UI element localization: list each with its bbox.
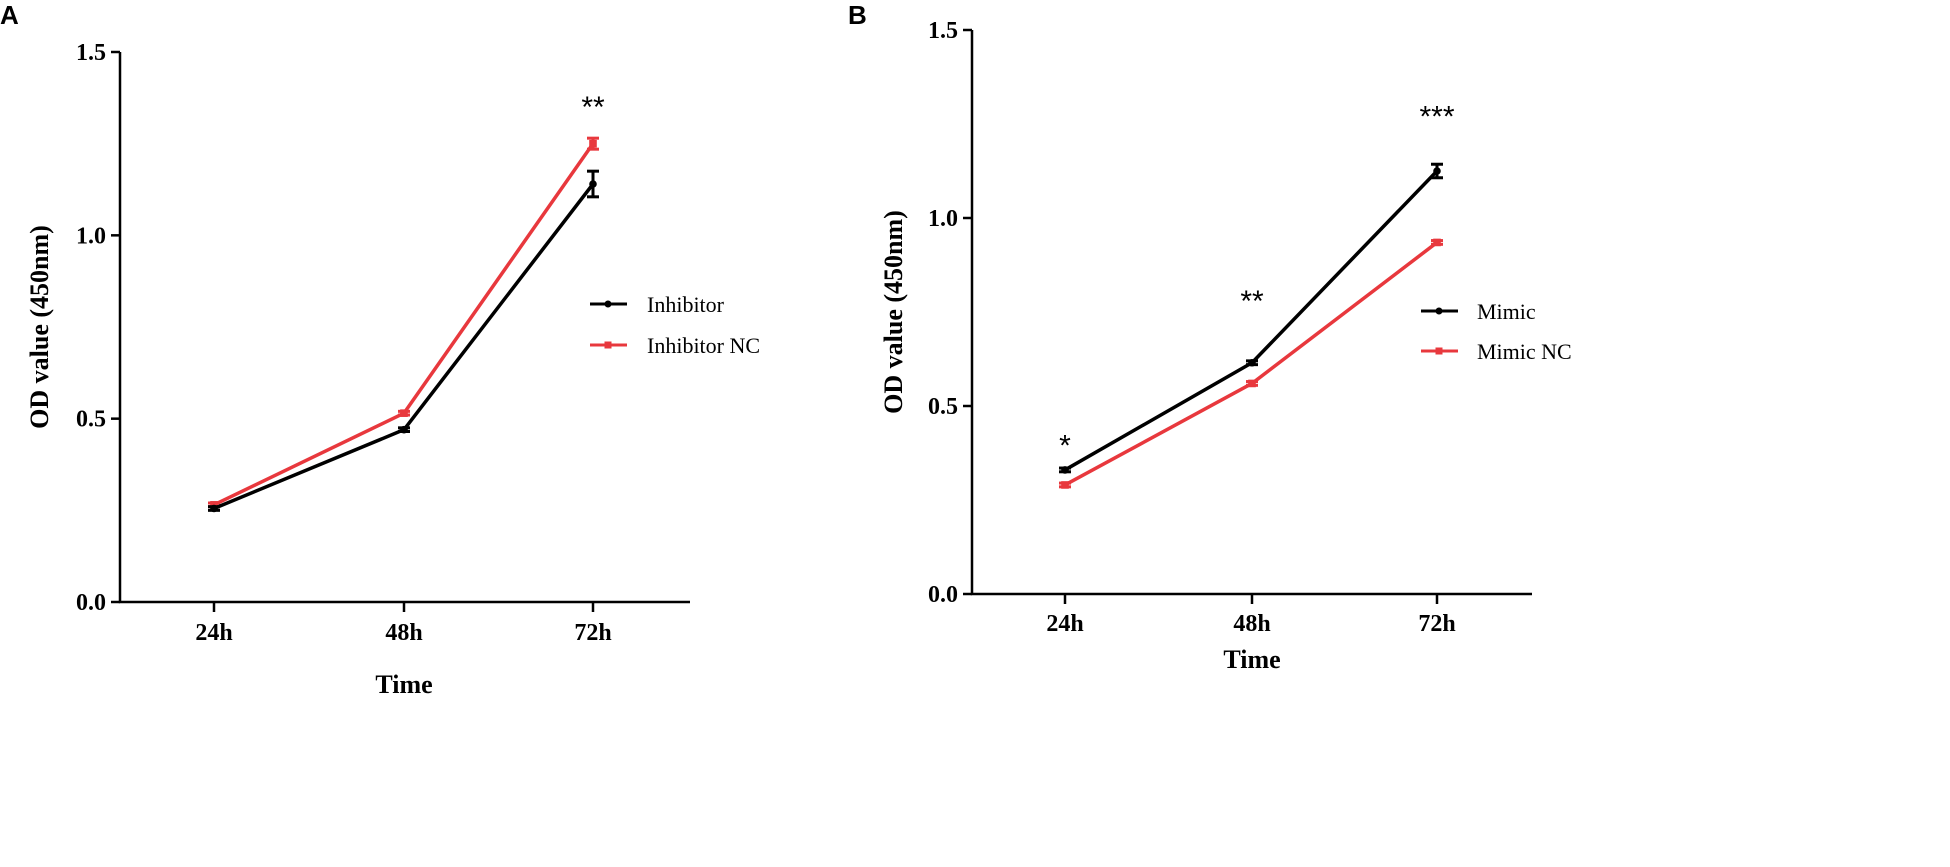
annotations-a: ** bbox=[581, 91, 605, 124]
chart-panel-b: B 0.00.51.01.5 24h 48h 72h ****** Time OD … bbox=[848, 0, 1572, 674]
axes-a bbox=[118, 52, 690, 604]
significance-b-1: ** bbox=[1240, 285, 1264, 318]
y-axis-title-a: OD value (450nm) bbox=[25, 225, 54, 429]
y-axis-title-b: OD value (450nm) bbox=[879, 210, 908, 414]
x-tick-label-b-0: 24h bbox=[1046, 611, 1083, 637]
legend-b: Mimic Mimic NC bbox=[1421, 299, 1572, 364]
y-ticks-a: 0.0 0.5 1.0 1.5 bbox=[76, 40, 120, 616]
x-ticks-a: 24h 48h 72h bbox=[195, 602, 612, 646]
x-tick-label-b-1: 48h bbox=[1233, 611, 1270, 637]
point-a-0-2 bbox=[589, 180, 597, 188]
annotations-b: ****** bbox=[1059, 101, 1455, 463]
legend-marker-inhibitor bbox=[604, 300, 612, 308]
y-tick-label-a-3: 1.5 bbox=[76, 40, 106, 66]
point-a-1-1 bbox=[400, 409, 408, 417]
legend-a: Inhibitor Inhibitor NC bbox=[590, 292, 760, 358]
x-tick-label-a-1: 48h bbox=[385, 620, 422, 646]
significance-a-0: ** bbox=[581, 91, 605, 124]
legend-item-inhibitor-nc: Inhibitor NC bbox=[590, 333, 760, 358]
y-tick-label-b-2: 1.0 bbox=[928, 206, 958, 232]
point-b-0-1 bbox=[1248, 358, 1256, 367]
y-tick-label-a-1: 0.5 bbox=[76, 407, 106, 433]
y-tick-label-a-0: 0.0 bbox=[76, 590, 106, 616]
point-b-1-1 bbox=[1248, 379, 1256, 388]
x-tick-label-b-2: 72h bbox=[1418, 611, 1455, 637]
series-layer-b bbox=[1059, 162, 1443, 489]
y-tick-label-a-2: 1.0 bbox=[76, 223, 106, 249]
legend-marker-inhibitor-nc bbox=[604, 341, 612, 349]
y-tick-label-b-1: 0.5 bbox=[928, 394, 958, 420]
series-line-a-1 bbox=[213, 142, 595, 507]
significance-b-0: * bbox=[1059, 430, 1071, 463]
legend-item-mimic-nc: Mimic NC bbox=[1421, 339, 1572, 364]
point-a-1-2 bbox=[589, 139, 597, 148]
x-axis-title-b: Time bbox=[1223, 645, 1280, 674]
point-b-0-0 bbox=[1061, 466, 1069, 474]
y-ticks-b: 0.0 0.5 1.0 1.5 bbox=[928, 18, 972, 608]
x-tick-label-a-0: 24h bbox=[195, 620, 232, 646]
chart-panel-a: A 0.0 0.5 1.0 1.5 24h 48h 72h ** Time OD valu… bbox=[0, 0, 760, 699]
point-b-1-0 bbox=[1061, 481, 1069, 489]
legend-marker-mimic-nc bbox=[1435, 347, 1443, 355]
point-a-0-1 bbox=[400, 425, 408, 434]
legend-label-inhibitor: Inhibitor bbox=[647, 292, 725, 317]
y-tick-label-b-0: 0.0 bbox=[928, 582, 958, 608]
significance-b-2: *** bbox=[1419, 101, 1454, 134]
legend-marker-mimic bbox=[1435, 307, 1443, 315]
legend-label-mimic-nc: Mimic NC bbox=[1477, 339, 1572, 364]
series-line-a-0 bbox=[213, 182, 595, 511]
point-a-0-0 bbox=[210, 504, 218, 513]
legend-item-mimic: Mimic bbox=[1421, 299, 1536, 324]
series-line-b-0 bbox=[1064, 169, 1439, 472]
legend-label-mimic: Mimic bbox=[1477, 299, 1536, 324]
point-b-1-2 bbox=[1433, 238, 1441, 247]
x-ticks-b: 24h 48h 72h bbox=[1046, 594, 1456, 637]
panel-letter-a: A bbox=[0, 0, 19, 30]
panel-letter-b: B bbox=[848, 0, 867, 30]
legend-label-inhibitor-nc: Inhibitor NC bbox=[647, 333, 760, 358]
series-layer-a bbox=[208, 136, 599, 513]
legend-item-inhibitor: Inhibitor bbox=[590, 292, 725, 317]
point-b-0-2 bbox=[1433, 167, 1441, 175]
x-axis-title-a: Time bbox=[375, 670, 432, 699]
x-tick-label-a-2: 72h bbox=[574, 620, 611, 646]
y-tick-label-b-3: 1.5 bbox=[928, 18, 958, 44]
